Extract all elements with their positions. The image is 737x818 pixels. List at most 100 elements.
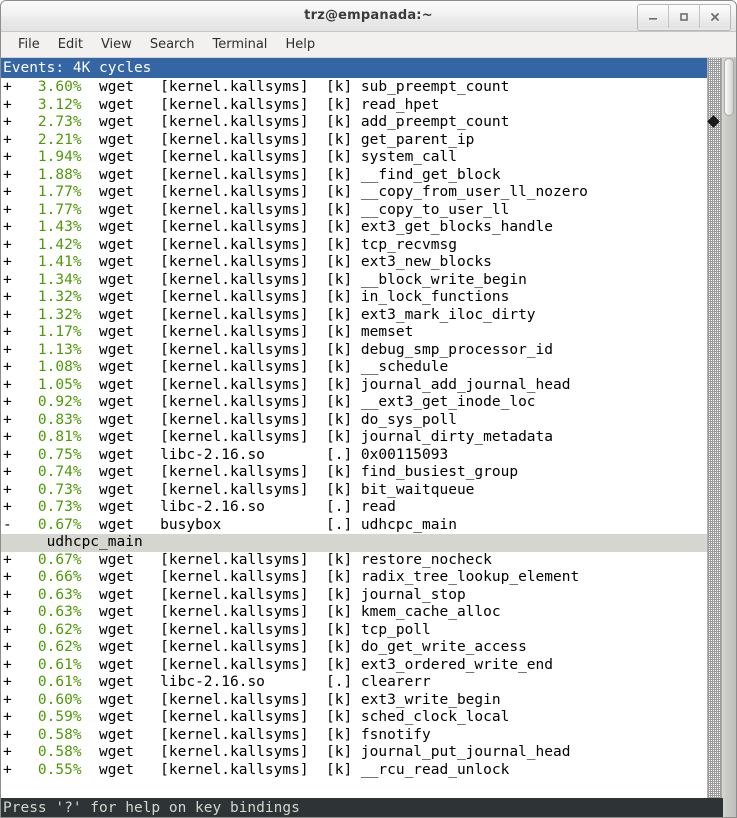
expand-toggle-icon[interactable]: + [3, 79, 21, 95]
expand-toggle-icon[interactable]: + [3, 761, 21, 778]
table-row[interactable]: + 0.92% wget [kernel.kallsyms] [k] __ext… [1, 394, 736, 412]
expand-toggle-icon[interactable]: + [3, 551, 21, 568]
expand-toggle-icon[interactable]: + [3, 691, 21, 708]
expand-toggle-icon[interactable]: + [3, 219, 21, 235]
expand-toggle-icon[interactable]: + [3, 569, 21, 585]
expand-toggle-icon[interactable]: + [3, 324, 21, 340]
expand-toggle-icon[interactable]: + [3, 464, 21, 480]
table-row[interactable]: + 3.60% wget [kernel.kallsyms] [k] sub_p… [1, 79, 736, 97]
table-row[interactable]: + 0.63% wget [kernel.kallsyms] [k] journ… [1, 587, 736, 605]
expand-toggle-icon[interactable]: + [3, 359, 21, 375]
expand-toggle-icon[interactable]: + [3, 604, 21, 620]
table-row[interactable]: + 1.42% wget [kernel.kallsyms] [k] tcp_r… [1, 237, 736, 255]
table-row[interactable]: + 0.58% wget [kernel.kallsyms] [k] fsnot… [1, 727, 736, 745]
expand-toggle-icon[interactable]: + [3, 149, 21, 165]
table-row[interactable]: + 1.34% wget [kernel.kallsyms] [k] __blo… [1, 272, 736, 290]
expand-toggle-icon[interactable]: + [3, 446, 21, 463]
expand-toggle-icon[interactable]: + [3, 236, 21, 253]
close-button[interactable] [700, 5, 730, 28]
expand-toggle-icon[interactable]: + [3, 499, 21, 515]
table-row[interactable]: + 0.62% wget [kernel.kallsyms] [k] tcp_p… [1, 622, 736, 640]
row-details: wget [kernel.kallsyms] [k] get_parent_ip [81, 131, 475, 148]
table-row[interactable]: + 0.81% wget [kernel.kallsyms] [k] journ… [1, 429, 736, 447]
minimize-button[interactable] [638, 5, 669, 28]
table-row[interactable]: + 1.32% wget [kernel.kallsyms] [k] in_lo… [1, 289, 736, 307]
table-row[interactable]: + 1.88% wget [kernel.kallsyms] [k] __fin… [1, 167, 736, 185]
table-row[interactable]: + 0.66% wget [kernel.kallsyms] [k] radix… [1, 569, 736, 587]
expand-toggle-icon[interactable]: + [3, 621, 21, 638]
table-row[interactable]: + 1.32% wget [kernel.kallsyms] [k] ext3_… [1, 307, 736, 325]
expand-toggle-icon[interactable]: + [3, 254, 21, 270]
table-row[interactable]: + 0.75% wget libc-2.16.so [.] 0x00115093 [1, 447, 736, 465]
row-details: wget [kernel.kallsyms] [k] journal_add_j… [81, 376, 571, 393]
table-row[interactable]: + 1.43% wget [kernel.kallsyms] [k] ext3_… [1, 219, 736, 237]
menu-item-file[interactable]: File [18, 37, 40, 52]
expand-toggle-icon[interactable]: + [3, 586, 21, 603]
table-row[interactable]: + 0.74% wget [kernel.kallsyms] [k] find_… [1, 464, 736, 482]
expand-toggle-icon[interactable]: + [3, 726, 21, 743]
expand-toggle-icon[interactable]: + [3, 411, 21, 428]
table-row[interactable]: + 0.61% wget [kernel.kallsyms] [k] ext3_… [1, 657, 736, 675]
expand-toggle-icon[interactable]: + [3, 376, 21, 393]
table-row[interactable]: + 3.12% wget [kernel.kallsyms] [k] read_… [1, 97, 736, 115]
overhead-percent: 0.92% [20, 394, 82, 410]
table-row[interactable]: + 1.13% wget [kernel.kallsyms] [k] debug… [1, 342, 736, 360]
table-row[interactable]: + 0.63% wget [kernel.kallsyms] [k] kmem_… [1, 604, 736, 622]
menu-item-search[interactable]: Search [149, 37, 195, 52]
expand-toggle-icon[interactable]: + [3, 306, 21, 323]
expand-toggle-icon[interactable]: + [3, 639, 21, 655]
expand-toggle-icon[interactable]: + [3, 184, 21, 200]
expand-toggle-icon[interactable]: + [3, 114, 21, 130]
row-details: wget [kernel.kallsyms] [k] ext3_mark_ilo… [81, 306, 536, 323]
overhead-percent: 0.58% [20, 726, 82, 743]
expand-toggle-icon[interactable]: + [3, 289, 21, 305]
table-row[interactable]: + 0.83% wget [kernel.kallsyms] [k] do_sy… [1, 412, 736, 430]
table-row[interactable]: + 0.73% wget libc-2.16.so [.] read [1, 499, 736, 517]
scrollbar[interactable] [707, 58, 736, 817]
menu-item-view[interactable]: View [100, 37, 132, 52]
expand-toggle-icon[interactable]: + [3, 429, 21, 445]
menu-item-edit[interactable]: Edit [57, 37, 83, 52]
table-row[interactable]: + 0.59% wget [kernel.kallsyms] [k] sched… [1, 709, 736, 727]
table-row[interactable]: + 0.73% wget [kernel.kallsyms] [k] bit_w… [1, 482, 736, 500]
callchain-child-row[interactable]: udhcpc_main [1, 534, 736, 552]
table-row[interactable]: + 1.41% wget [kernel.kallsyms] [k] ext3_… [1, 254, 736, 272]
expand-toggle-icon[interactable]: + [3, 481, 21, 498]
expand-toggle-icon[interactable]: + [3, 744, 21, 760]
scrollbar-trough[interactable] [707, 58, 721, 817]
table-row[interactable]: + 1.77% wget [kernel.kallsyms] [k] __cop… [1, 202, 736, 220]
table-row[interactable]: + 0.61% wget libc-2.16.so [.] clearerr [1, 674, 736, 692]
menu-item-help[interactable]: Help [285, 37, 316, 52]
expand-toggle-icon[interactable]: + [3, 201, 21, 218]
table-row[interactable]: + 1.08% wget [kernel.kallsyms] [k] __sch… [1, 359, 736, 377]
expand-toggle-icon[interactable]: + [3, 709, 21, 725]
overhead-percent: 3.12% [20, 96, 82, 113]
table-row[interactable]: + 1.77% wget [kernel.kallsyms] [k] __cop… [1, 184, 736, 202]
maximize-button[interactable] [669, 5, 700, 28]
scrollbar-outer-track[interactable] [721, 58, 736, 817]
table-row[interactable]: + 0.67% wget [kernel.kallsyms] [k] resto… [1, 552, 736, 570]
row-details: wget [kernel.kallsyms] [k] do_get_write_… [81, 639, 527, 655]
scrollbar-thumb[interactable] [724, 58, 734, 116]
table-row[interactable]: + 1.94% wget [kernel.kallsyms] [k] syste… [1, 149, 736, 167]
expand-toggle-icon[interactable]: + [3, 674, 21, 690]
table-row[interactable]: + 0.60% wget [kernel.kallsyms] [k] ext3_… [1, 692, 736, 710]
table-row[interactable]: + 0.62% wget [kernel.kallsyms] [k] do_ge… [1, 639, 736, 657]
expand-toggle-icon[interactable]: + [3, 656, 21, 673]
expand-toggle-icon[interactable]: + [3, 394, 21, 410]
expand-toggle-icon[interactable]: + [3, 166, 21, 183]
table-row[interactable]: + 0.58% wget [kernel.kallsyms] [k] journ… [1, 744, 736, 762]
expand-toggle-icon[interactable]: + [3, 341, 21, 358]
expand-toggle-icon[interactable]: + [3, 131, 21, 148]
table-row[interactable]: + 1.05% wget [kernel.kallsyms] [k] journ… [1, 377, 736, 395]
table-row[interactable]: + 2.73% wget [kernel.kallsyms] [k] add_p… [1, 114, 736, 132]
table-row[interactable]: - 0.67% wget busybox [.] udhcpc_main [1, 517, 736, 535]
table-row[interactable]: + 2.21% wget [kernel.kallsyms] [k] get_p… [1, 132, 736, 150]
expand-toggle-icon[interactable]: + [3, 96, 21, 113]
title-bar[interactable]: trz@empanada:~ [1, 1, 736, 32]
menu-item-terminal[interactable]: Terminal [212, 37, 268, 52]
expand-toggle-icon[interactable]: + [3, 271, 21, 288]
table-row[interactable]: + 0.55% wget [kernel.kallsyms] [k] __rcu… [1, 762, 736, 780]
table-row[interactable]: + 1.17% wget [kernel.kallsyms] [k] memse… [1, 324, 736, 342]
expand-toggle-icon[interactable]: - [3, 516, 21, 533]
